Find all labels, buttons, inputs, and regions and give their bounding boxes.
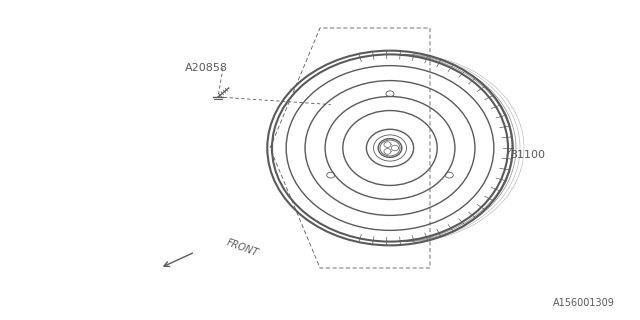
Text: FRONT: FRONT	[225, 238, 260, 258]
Text: 31100: 31100	[510, 150, 545, 160]
Text: A156001309: A156001309	[553, 298, 615, 308]
Text: A20858: A20858	[185, 63, 228, 73]
